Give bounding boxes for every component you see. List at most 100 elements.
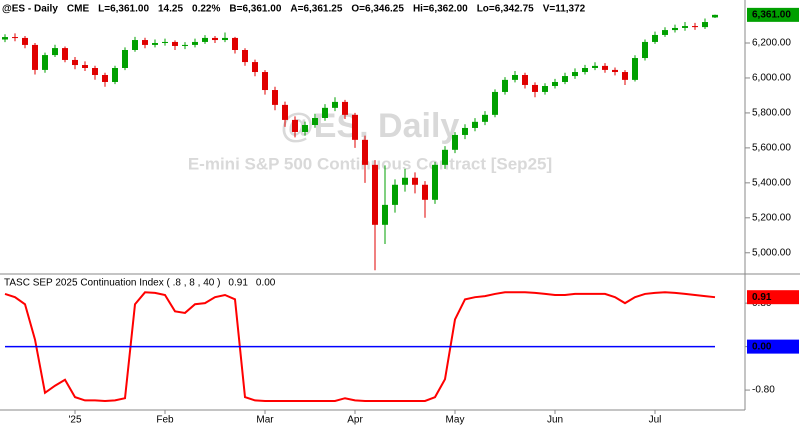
candle-body (642, 41, 648, 59)
candle-body (672, 27, 678, 31)
candle-body (712, 14, 718, 18)
candle-body (442, 149, 448, 165)
y-tick-label: 6,000.00 (752, 73, 791, 84)
candle-body (152, 43, 158, 45)
watermark-symbol: @ES, Daily (281, 107, 460, 145)
header-field: 0.22% (192, 4, 220, 15)
candle-body (232, 37, 238, 50)
candle-body (62, 48, 68, 60)
candle-body (172, 41, 178, 46)
header-field: @ES - Daily (2, 4, 58, 15)
candle-body (32, 44, 38, 70)
y-tick-label: 5,800.00 (752, 108, 791, 119)
watermark-name: E-mini S&P 500 Continuous Contract [Sep2… (188, 154, 552, 173)
header-field: V=11,372 (543, 4, 586, 15)
header-field: O=6,346.25 (351, 4, 404, 15)
candle-body (502, 79, 508, 92)
legend-value: 0.91 (228, 278, 248, 289)
candle-body (122, 49, 128, 68)
header-field: B=6,361.00 (229, 4, 281, 15)
candle-body (2, 37, 8, 40)
candle-body (292, 119, 298, 132)
candle-body (242, 49, 248, 63)
header-field: A=6,361.25 (290, 4, 342, 15)
candle-body (682, 26, 688, 28)
x-tick-label: May (446, 415, 465, 426)
candle-body (162, 41, 168, 44)
candle-body (302, 124, 308, 132)
candle-body (552, 81, 558, 87)
x-tick-label: '25 (68, 415, 81, 426)
last-value-box (747, 290, 799, 305)
last-value-box (747, 339, 799, 354)
candle-body (272, 90, 278, 105)
y-tick-label: 6,200.00 (752, 38, 791, 49)
x-tick-label: Jul (649, 415, 662, 426)
candle-body (282, 104, 288, 120)
candle-body (252, 62, 258, 73)
candle-body (512, 74, 518, 80)
candle-body (532, 84, 538, 92)
last-value-label: 0.91 (752, 292, 772, 303)
candle-body (432, 164, 438, 200)
candle-body (402, 177, 408, 185)
candle-body (362, 139, 368, 165)
last-value-box (747, 7, 799, 22)
candle-body (82, 65, 88, 68)
candle-body (352, 114, 358, 140)
candle-body (102, 74, 108, 82)
candle-body (522, 74, 528, 85)
candle-body (562, 76, 568, 82)
header-field: L=6,361.00 (98, 4, 149, 15)
candle-body (422, 184, 428, 200)
candle-body (632, 58, 638, 80)
candle-body (142, 40, 148, 45)
x-tick-label: Mar (256, 415, 274, 426)
header-field: 14.25 (158, 4, 183, 15)
candle-body (72, 59, 78, 66)
candle-body (612, 69, 618, 73)
candle-body (582, 68, 588, 73)
candle-body (112, 68, 118, 82)
candle-body (222, 37, 228, 41)
candle-body (592, 65, 598, 68)
candle-body (52, 48, 58, 56)
x-tick-label: Feb (156, 415, 174, 426)
indicator-line (4, 291, 716, 402)
y-tick-label: 5,600.00 (752, 143, 791, 154)
legend-value: 0.00 (256, 278, 276, 289)
candle-body (212, 37, 218, 41)
candle-body (472, 121, 478, 128)
x-tick-label: Jun (547, 415, 563, 426)
candle-body (42, 55, 48, 70)
candle-body (692, 26, 698, 28)
candle-body (322, 107, 328, 118)
candle-body (342, 101, 348, 115)
header-field: Lo=6,342.75 (477, 4, 534, 15)
candle-body (22, 37, 28, 45)
candle-body (662, 30, 668, 35)
header-field: Hi=6,362.00 (413, 4, 468, 15)
candle-body (492, 91, 498, 115)
last-value-label: 6,361.00 (752, 9, 791, 20)
candle-body (572, 72, 578, 77)
candle-body (262, 72, 268, 91)
candle-body (92, 68, 98, 75)
candle-body (602, 65, 608, 70)
candle-body (452, 134, 458, 150)
candle-body (392, 184, 398, 205)
candle-body (202, 37, 208, 42)
header: @ES - Daily CME L=6,361.00 14.25 0.22% B=6,36… (2, 4, 586, 15)
candle-body (372, 164, 378, 225)
indicator-title: TASC SEP 2025 Continuation Index ( .8 , … (4, 278, 220, 289)
y-tick-label: 5,000.00 (752, 247, 791, 258)
candle-body (622, 72, 628, 80)
candle-body (132, 40, 138, 50)
y-tick-label: -0.80 (752, 385, 775, 396)
candle-body (412, 177, 418, 185)
candle-body (192, 41, 198, 45)
x-tick-label: Apr (347, 415, 363, 426)
